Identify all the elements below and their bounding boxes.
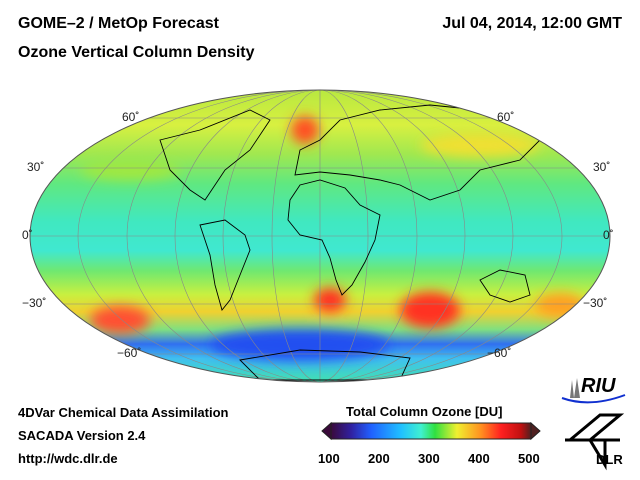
colorbar-title: Total Column Ozone [DU] [346,404,503,419]
footer-line-1: 4DVar Chemical Data Assimilation [18,405,229,420]
colorbar-tick: 200 [368,451,390,466]
lat-label-left-m30: −30˚ [22,296,47,310]
footer-line-2: SACADA Version 2.4 [18,428,146,443]
dlr-logo [565,413,625,471]
riu-logo [561,378,626,404]
graticule [30,90,610,382]
subtitle: Ozone Vertical Column Density [18,44,255,61]
lat-label-right-m30: −30˚ [583,296,608,310]
colorbar-tick: 100 [318,451,340,466]
lat-label-right-m60: −60˚ [487,346,512,360]
colorbar-tick: 400 [468,451,490,466]
lat-label-right-0: 0˚ [603,228,614,242]
lat-label-right-30: 30˚ [593,160,611,174]
datetime: Jul 04, 2014, 12:00 GMT [442,15,622,32]
lat-label-left-m60: −60˚ [117,346,142,360]
colorbar [321,421,541,441]
map-border [29,89,611,383]
lat-label-left-60: 60˚ [122,110,140,124]
dlr-logo-text: DLR [596,452,623,467]
colorbar-tick: 500 [518,451,540,466]
riu-logo-text: RIU [581,375,616,397]
footer-link[interactable]: http://wdc.dlr.de [18,451,118,466]
ozone-field [30,90,610,382]
lat-label-left-30: 30˚ [27,160,45,174]
colorbar-tick: 300 [418,451,440,466]
title: GOME–2 / MetOp Forecast [18,15,219,32]
lat-label-right-60: 60˚ [497,110,515,124]
lat-label-left-0: 0˚ [22,228,33,242]
